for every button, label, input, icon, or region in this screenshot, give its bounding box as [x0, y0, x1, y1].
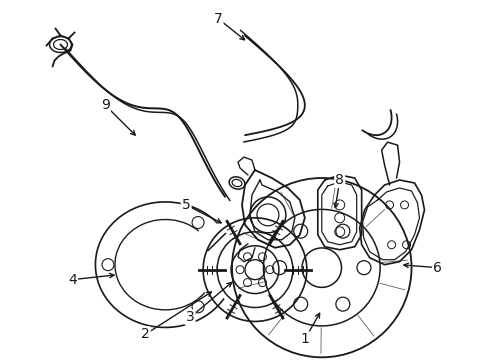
Text: 1: 1 — [300, 332, 308, 346]
Text: 8: 8 — [335, 173, 344, 187]
Text: 2: 2 — [141, 327, 149, 341]
Text: 9: 9 — [101, 98, 110, 112]
Text: 7: 7 — [213, 12, 222, 26]
Text: 5: 5 — [182, 198, 190, 212]
Text: 3: 3 — [185, 310, 194, 324]
Text: 4: 4 — [68, 273, 77, 287]
Text: 6: 6 — [432, 261, 441, 275]
